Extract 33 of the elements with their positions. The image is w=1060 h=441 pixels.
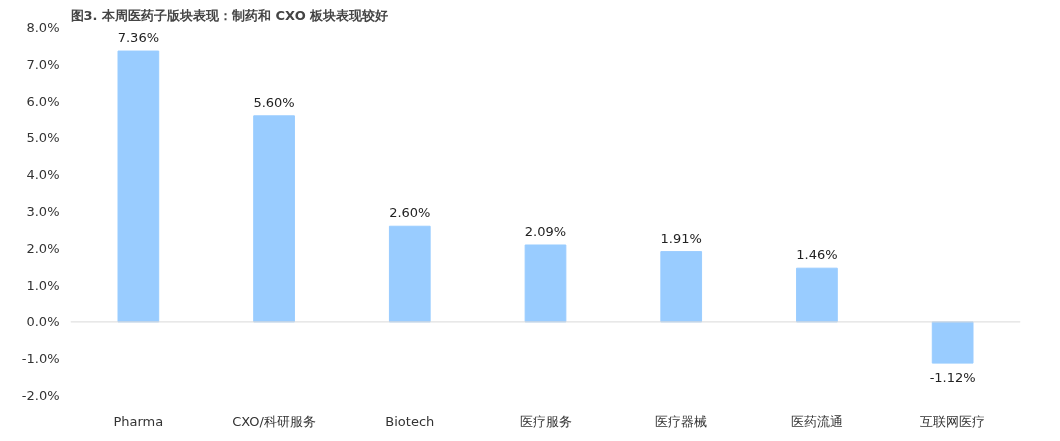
bar bbox=[660, 251, 703, 323]
x-tick-label: 互联网医疗 bbox=[920, 413, 986, 429]
x-tick-label: Pharma bbox=[113, 413, 164, 429]
y-tick-label: 7.0% bbox=[26, 56, 60, 72]
bar bbox=[796, 267, 838, 323]
data-label: 1.46% bbox=[796, 247, 838, 263]
data-label: 2.09% bbox=[524, 223, 567, 239]
bar bbox=[524, 244, 567, 323]
y-tick-label: -2.0% bbox=[21, 388, 60, 403]
bar bbox=[931, 321, 974, 364]
y-tick-label: 2.0% bbox=[26, 240, 60, 256]
x-tick-label: Biotech bbox=[385, 413, 435, 429]
data-label: 1.91% bbox=[660, 230, 702, 246]
data-label: 5.60% bbox=[253, 94, 295, 110]
bar bbox=[253, 115, 295, 323]
y-tick-label: 0.0% bbox=[26, 314, 60, 330]
chart-title: 图3. 本周医药子版块表现：制药和 CXO 板块表现较好 bbox=[70, 7, 389, 23]
x-tick-label: 医疗器械 bbox=[655, 413, 708, 429]
bar bbox=[117, 50, 160, 323]
data-label: -1.12% bbox=[929, 370, 976, 386]
y-tick-label: 8.0% bbox=[26, 20, 60, 35]
y-tick-label: 5.0% bbox=[26, 130, 60, 146]
data-label: 2.60% bbox=[389, 205, 431, 221]
y-tick-label: 6.0% bbox=[26, 93, 60, 109]
x-tick-label: CXO/科研服务 bbox=[232, 413, 316, 429]
data-label: 7.36% bbox=[117, 30, 160, 46]
y-tick-label: -1.0% bbox=[21, 351, 60, 367]
y-tick-label: 4.0% bbox=[26, 167, 60, 183]
bar bbox=[388, 225, 431, 323]
x-tick-label: 医疗服务 bbox=[519, 413, 572, 429]
y-tick-label: 1.0% bbox=[26, 277, 60, 293]
x-tick-label: 医药流通 bbox=[790, 413, 843, 429]
y-tick-label: 3.0% bbox=[26, 204, 60, 219]
